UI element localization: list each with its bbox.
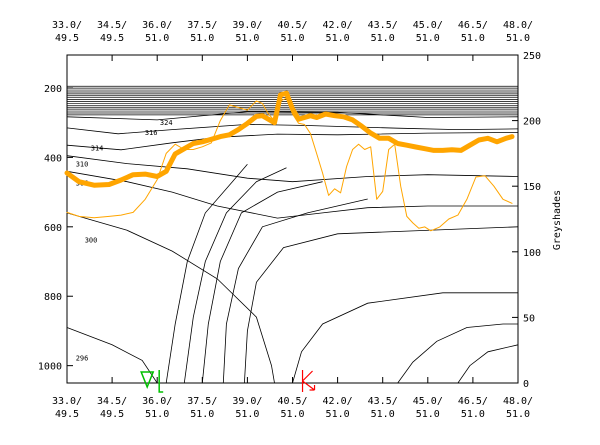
x-tick-label-bottom-line2: 51.0 [235,409,259,420]
x-tick-label-bottom-line2: 51.0 [326,409,350,420]
x-tick-label-top-line1: 37.5/ [187,20,217,31]
contour-line [66,170,518,219]
y-left-tick-label: 800 [44,292,62,303]
x-tick-label-top-line1: 48.0/ [503,20,533,31]
contour-label: 300 [85,237,98,245]
x-tick-label-bottom-line2: 51.0 [145,409,169,420]
x-tick-label-top-line1: 40.5/ [277,20,307,31]
x-tick-label-top-line2: 51.0 [326,33,350,44]
thin-orange-series [66,97,513,232]
x-tick-label-top-line2: 51.0 [371,33,395,44]
x-tick-label-bottom-line2: 49.5 [55,409,79,420]
contour-line [457,344,519,384]
x-tick-label-bottom-line1: 45.0/ [413,396,443,407]
axes: 33.0/49.5 33.0/49.5 34.5/49.5 34.5/49.5 36.0… [38,20,541,420]
x-tick-label-top-line2: 51.0 [235,33,259,44]
y-right-tick-label: 200 [523,117,541,128]
x-tick-label-bottom-line2: 51.0 [280,409,304,420]
x-tick-label-top-line2: 51.0 [280,33,304,44]
contour-line [66,132,519,151]
x-tick-label-bottom-line1: 48.0/ [503,396,533,407]
v-marker-icon [140,370,164,393]
y-left-tick-label: 400 [44,153,62,164]
x-tick-label-bottom-line1: 33.0/ [52,396,82,407]
x-tick-label-top-line2: 51.0 [416,33,440,44]
x-tick-label-top-line1: 42.0/ [323,20,353,31]
x-tick-label-top-line1: 34.5/ [97,20,127,31]
contour-line [165,164,248,384]
y-right-tick-label: 100 [523,248,541,259]
x-tick-label-top-line1: 33.0/ [52,20,82,31]
x-tick-label-top-line1: 43.5/ [368,20,398,31]
x-tick-label-bottom-line2: 51.0 [416,409,440,420]
contour-line [292,292,518,384]
x-tick-label-bottom-line2: 51.0 [506,409,530,420]
x-tick-label-bottom-line1: 36.0/ [142,396,172,407]
contour-label: 296 [76,355,89,363]
x-tick-label-top-line2: 49.5 [100,33,124,44]
contour-line [222,198,368,384]
k-marker-icon [301,370,316,392]
y-left-tick-label: 600 [44,223,62,234]
x-tick-label-top-line2: 49.5 [55,33,79,44]
y-right-tick-label: 250 [523,51,541,62]
x-tick-label-top-line1: 36.0/ [142,20,172,31]
x-tick-label-bottom-line1: 34.5/ [97,396,127,407]
contour-line [397,323,518,384]
x-tick-label-bottom-line1: 46.5/ [458,396,488,407]
right-axis-title: Greyshades [552,190,563,250]
contour-label: 324 [160,119,173,127]
y-right-tick-label: 0 [523,379,529,390]
x-tick-label-bottom-line1: 43.5/ [368,396,398,407]
contour-line [244,226,519,384]
thick-orange-series [64,90,515,188]
y-right-tick-label: 150 [523,182,541,193]
contour-label: 316 [145,129,158,137]
x-tick-label-bottom-line2: 51.0 [371,409,395,420]
y-right-tick-label: 50 [523,313,535,324]
x-tick-label-bottom-line1: 39.0/ [232,396,262,407]
x-tick-label-top-line2: 51.0 [506,33,530,44]
x-tick-label-bottom-line1: 37.5/ [187,396,217,407]
contour-line [201,181,323,384]
contour-label: 310 [76,160,89,168]
contour-line [183,167,287,384]
x-tick-label-bottom-line1: 42.0/ [323,396,353,407]
x-tick-label-top-line1: 45.0/ [413,20,443,31]
contour-label: 314 [91,145,104,153]
x-tick-label-top-line2: 51.0 [145,33,169,44]
contour-line [66,123,519,135]
x-tick-label-top-line2: 51.0 [461,33,485,44]
y-left-tick-label: 200 [44,84,62,95]
position-markers [140,370,316,393]
x-tick-label-bottom-line1: 40.5/ [277,396,307,407]
contour-line [66,155,519,183]
y-left-tick-label: 1000 [38,362,62,373]
x-tick-label-bottom-line2: 51.0 [190,409,214,420]
x-tick-label-bottom-line2: 49.5 [100,409,124,420]
contour-line [66,212,275,384]
x-tick-label-top-line2: 51.0 [190,33,214,44]
x-tick-label-bottom-line2: 51.0 [461,409,485,420]
data-series [64,90,515,232]
x-tick-label-top-line1: 39.0/ [232,20,262,31]
x-tick-label-top-line1: 46.5/ [458,20,488,31]
